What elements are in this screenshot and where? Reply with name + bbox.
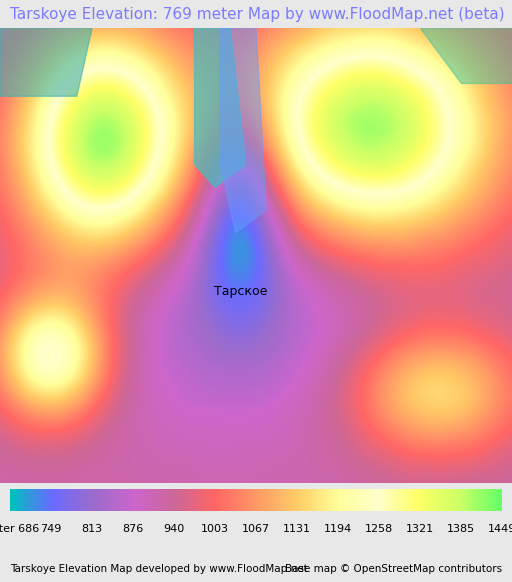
Text: 1067: 1067 — [242, 524, 270, 534]
Text: 940: 940 — [163, 524, 185, 534]
Polygon shape — [220, 28, 266, 233]
Text: 749: 749 — [40, 524, 62, 534]
Polygon shape — [195, 28, 246, 187]
Text: Тарское: Тарское — [214, 285, 267, 299]
Text: 1003: 1003 — [201, 524, 229, 534]
Text: Tarskoye Elevation: 769 meter Map by www.FloodMap.net (beta): Tarskoye Elevation: 769 meter Map by www… — [10, 6, 505, 22]
Text: 876: 876 — [122, 524, 144, 534]
Text: 1385: 1385 — [447, 524, 475, 534]
Text: meter 686: meter 686 — [0, 524, 39, 534]
Text: 813: 813 — [81, 524, 103, 534]
Polygon shape — [0, 28, 92, 96]
Polygon shape — [420, 28, 512, 83]
Text: Tarskoye Elevation Map developed by www.FloodMap.net: Tarskoye Elevation Map developed by www.… — [10, 563, 308, 573]
Text: 1194: 1194 — [324, 524, 352, 534]
Text: 1131: 1131 — [283, 524, 311, 534]
Text: 1258: 1258 — [365, 524, 393, 534]
Text: 1449: 1449 — [487, 524, 512, 534]
Text: 1321: 1321 — [406, 524, 434, 534]
Text: Base map © OpenStreetMap contributors: Base map © OpenStreetMap contributors — [285, 563, 502, 573]
